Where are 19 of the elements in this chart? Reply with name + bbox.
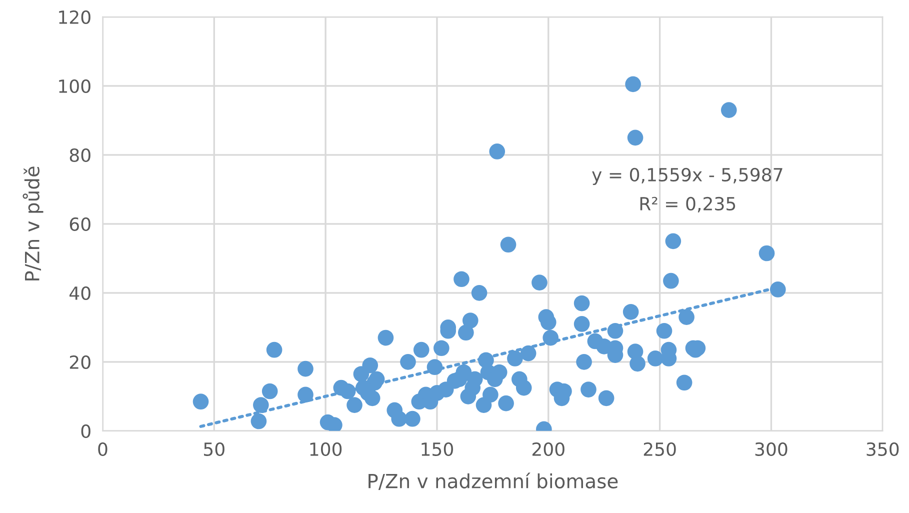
y-axis-title: P/Zn v půdě (22, 166, 44, 280)
x-tick-label: 350 (866, 442, 899, 456)
x-tick-label: 300 (755, 442, 788, 456)
x-tick-label: 150 (422, 442, 453, 456)
annotation: y = 0,1559x - 5,5987 (592, 168, 782, 186)
y-tick-label: 0 (81, 424, 90, 438)
x-tick-label: 0 (98, 442, 108, 456)
y-tick-label: 100 (59, 79, 90, 94)
y-tick-label: 60 (70, 217, 90, 232)
x-axis-title: P/Zn v nadzemní biomase (368, 472, 618, 490)
annotation: R² = 0,235 (640, 196, 736, 212)
x-tick-label: 100 (310, 442, 342, 456)
y-tick-label: 120 (59, 10, 90, 24)
x-tick-label: 50 (204, 442, 224, 456)
x-tick-label: 200 (532, 442, 564, 456)
x-tick-label: 250 (644, 442, 676, 456)
y-tick-label: 40 (70, 286, 90, 300)
y-tick-label: 20 (70, 355, 90, 370)
y-tick-label: 80 (70, 148, 90, 162)
